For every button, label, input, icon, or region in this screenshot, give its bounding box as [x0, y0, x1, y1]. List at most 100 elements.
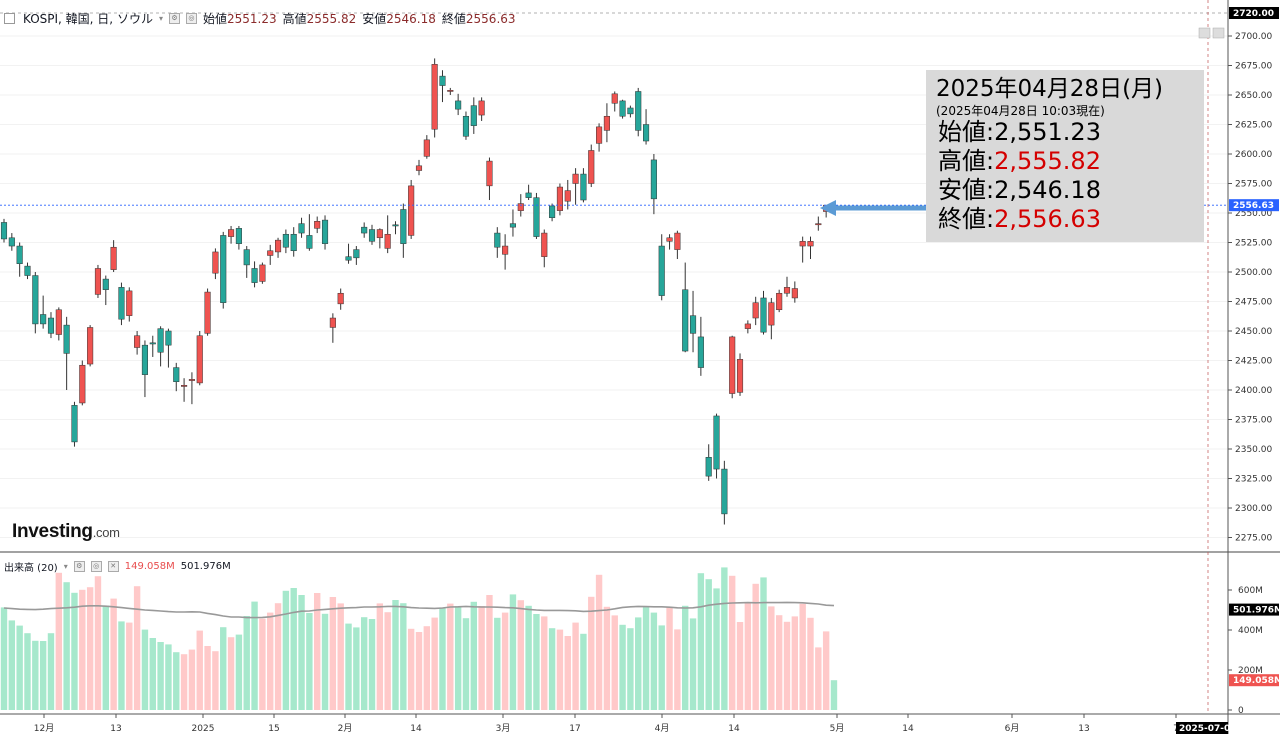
candle — [361, 222, 368, 238]
volume-bar — [705, 579, 712, 710]
price-tick-label: 2325.00 — [1235, 475, 1272, 485]
candle — [736, 353, 744, 396]
candle — [196, 331, 203, 386]
candle — [353, 246, 360, 265]
volume-bar — [235, 634, 243, 710]
time-tick-label: 14 — [410, 724, 422, 734]
volume-bar — [775, 615, 783, 710]
candle — [423, 135, 430, 159]
candle — [721, 460, 728, 525]
volume-bar — [658, 625, 665, 710]
candle — [799, 236, 806, 263]
candle — [776, 289, 783, 313]
svg-text:149.058M: 149.058M — [1233, 676, 1280, 686]
volume-label[interactable]: 出来高 (20) — [4, 563, 58, 574]
candle — [384, 215, 391, 254]
volume-bar — [400, 603, 407, 710]
time-tick-label: 2月 — [338, 723, 353, 734]
settings-icon[interactable]: ⚙ — [73, 561, 85, 572]
volume-bar — [173, 652, 180, 710]
price-tick-label: 2600.00 — [1235, 150, 1272, 160]
volume-bar — [243, 616, 250, 710]
candle — [228, 225, 235, 244]
time-tick-label: 13 — [1078, 724, 1089, 734]
candle — [71, 401, 78, 447]
volume-last-tag: 149.058M — [1229, 674, 1280, 687]
volume-bar — [470, 601, 477, 710]
symbol-label[interactable]: KOSPI, 韓国, 日, ソウル — [23, 12, 153, 26]
candle — [486, 157, 493, 201]
candle — [8, 233, 15, 251]
volume-bar — [360, 617, 368, 710]
close-icon[interactable]: ✕ — [107, 561, 119, 572]
candle — [126, 287, 133, 322]
price-tick-label: 2575.00 — [1235, 180, 1272, 190]
volume-bar — [447, 603, 454, 710]
candle — [674, 230, 681, 260]
volume-bar — [830, 680, 838, 710]
volume-ma-line — [3, 601, 835, 619]
price-tick-label: 2350.00 — [1235, 445, 1272, 455]
volume-bar — [71, 592, 78, 710]
candle — [556, 183, 563, 216]
candle — [478, 97, 485, 121]
low-value: 2546.18 — [386, 12, 436, 26]
volume-bar — [165, 644, 172, 710]
candle — [666, 234, 673, 250]
annotation-arrow — [820, 200, 926, 216]
investing-logo: Investing.com — [12, 521, 120, 542]
volume-bar — [94, 576, 102, 710]
chevron-down-icon[interactable]: ▾ — [158, 14, 163, 23]
info-date: 2025年04月28日(月) — [936, 76, 1164, 102]
volume-bar — [572, 622, 579, 710]
candle — [204, 288, 211, 336]
candle — [627, 105, 634, 118]
volume-bar — [595, 574, 603, 710]
price-tick-label: 2700.00 — [1235, 32, 1272, 42]
volume-tick-label: 600M — [1238, 586, 1263, 596]
candle — [415, 159, 423, 176]
time-axis: 12月132025152月143月174月145月146月137 — [34, 714, 1179, 734]
candle — [141, 340, 148, 398]
candle — [815, 216, 822, 231]
volume-bars — [0, 567, 838, 710]
volume-bar — [462, 618, 470, 710]
candle — [431, 58, 438, 138]
candle — [94, 264, 102, 298]
volume-bar — [501, 612, 509, 710]
volume-bar — [110, 598, 117, 710]
volume-bar — [822, 631, 830, 710]
candle — [368, 224, 376, 245]
hide-icon[interactable]: ◎ — [185, 13, 197, 24]
volume-bar — [39, 641, 47, 710]
volume-bar — [8, 620, 16, 710]
price-tick-label: 2550.00 — [1235, 209, 1272, 219]
volume-bar — [321, 613, 329, 710]
candle — [752, 296, 759, 326]
time-tick-label: 13 — [110, 724, 121, 734]
volume-bar — [259, 618, 266, 710]
top-price-tag: 2720.00 — [1229, 7, 1279, 19]
price-tick-label: 2275.00 — [1235, 534, 1272, 544]
volume-value: 149.058M — [124, 561, 175, 572]
volume-bar — [204, 646, 211, 710]
volume-bar — [0, 607, 8, 710]
volume-bar — [454, 606, 462, 710]
volume-bar — [736, 622, 744, 710]
volume-bar — [791, 616, 799, 710]
candle — [24, 262, 31, 280]
volume-bar — [525, 605, 532, 710]
chevron-down-icon[interactable]: ▾ — [63, 562, 68, 571]
candle — [564, 179, 571, 210]
hide-icon[interactable]: ◎ — [90, 561, 102, 572]
candle — [619, 99, 626, 119]
settings-icon[interactable]: ⚙ — [168, 13, 180, 24]
scale-buttons[interactable] — [1198, 27, 1225, 39]
volume-bar — [267, 612, 274, 710]
candle — [768, 297, 775, 340]
candle — [455, 93, 462, 116]
candle — [541, 229, 548, 268]
candle — [392, 221, 399, 235]
volume-bar — [345, 623, 352, 710]
collapse-icon[interactable] — [4, 13, 15, 24]
